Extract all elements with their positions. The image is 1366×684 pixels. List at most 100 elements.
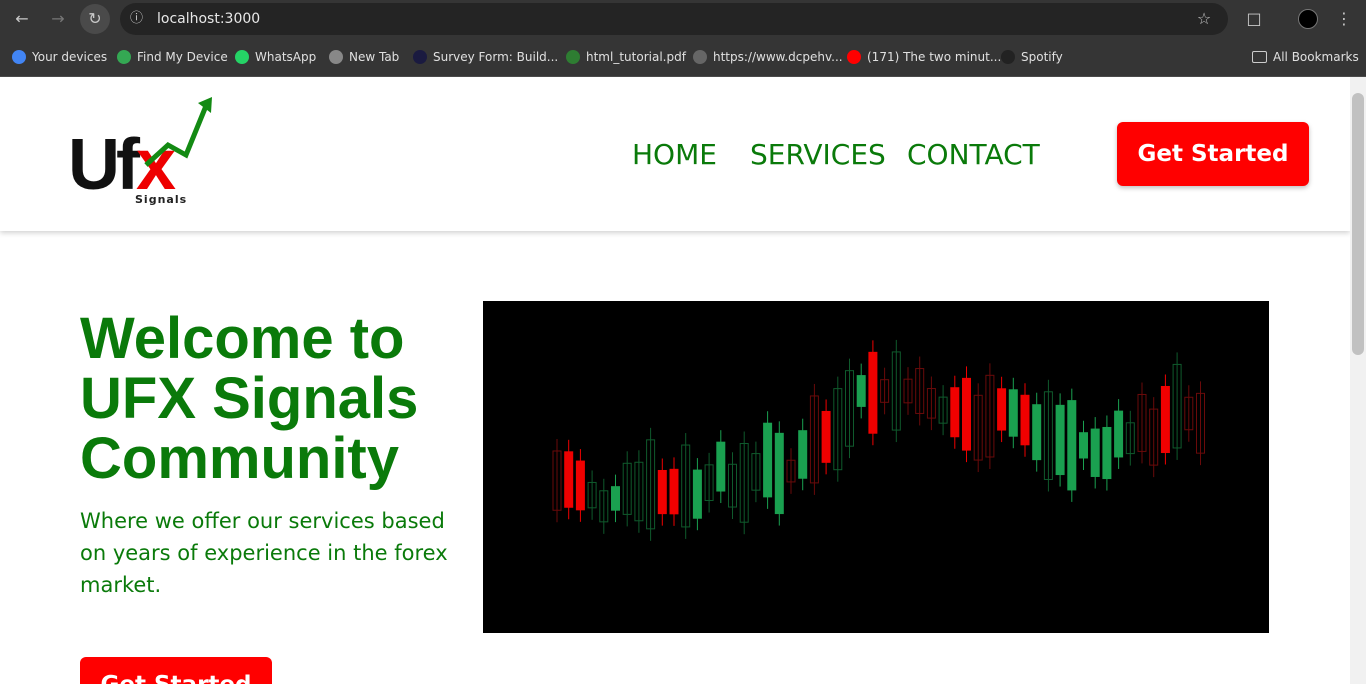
candle-body [1114,410,1124,458]
menu-button[interactable]: ⋮ [1336,9,1352,28]
candle-body [1125,422,1135,455]
candle-body [786,459,796,483]
candle-body [704,464,714,502]
candle-body [587,481,597,509]
candle-body [1032,404,1042,461]
bookmark[interactable]: New Tab [329,38,399,76]
bookmark-icon [413,50,427,64]
bookmark[interactable]: https://www.dcpehv... [693,38,843,76]
candle-body [1079,432,1088,459]
candle-body [880,379,890,403]
bookmarks-bar [0,38,1366,77]
candle-body [1020,394,1030,446]
all-bookmarks[interactable]: All Bookmarks [1252,38,1359,76]
bookmark[interactable]: Spotify [1001,38,1063,76]
url: localhost:3000 [157,11,261,27]
bookmark[interactable]: WhatsApp [235,38,316,76]
candle-body [833,388,843,471]
candle-body [1172,363,1182,449]
header-cta-button[interactable]: Get Started [1117,122,1309,186]
site-header: Ufx Signals HOME SERVICES CONTACT Get St… [0,77,1350,231]
candle-body [1137,393,1147,452]
candle-body [599,490,609,523]
logo-text: Ufx [68,125,176,205]
bookmark-label: Survey Form: Build... [433,50,559,64]
candle-body [1008,389,1018,437]
logo-arrow [144,100,211,167]
bookmark-icon [693,50,707,64]
candle-body [728,463,737,508]
bookmark-icon [847,50,861,64]
candle-body [938,396,948,424]
hero-cta-button[interactable]: Get Started [80,657,272,684]
bookmark-label: WhatsApp [255,50,317,64]
candle-body [763,422,773,498]
bookmark-icon [1001,50,1015,64]
candle-body [1055,404,1065,476]
candle-body [611,486,620,511]
candle-body [681,444,691,528]
candle-body [973,394,983,461]
candle-body [997,388,1007,431]
candle-body [622,462,632,515]
candle-body [1043,391,1053,480]
star-button[interactable]: ☆ [1196,9,1212,28]
logo-arrow-head [198,97,212,113]
candle-body [751,453,761,491]
nav-link[interactable]: HOME [632,138,717,171]
candle-body [926,388,936,419]
candle-body [552,450,562,511]
candle-body [716,441,726,492]
candle-body [692,469,702,519]
candle-body [809,395,819,484]
candle-body [739,443,749,523]
candle-body [1149,408,1159,466]
hero-subtitle: Where we offer our services based on yea… [80,509,448,597]
candle-body [1102,426,1112,480]
candle-body [1090,428,1100,477]
candle-body [1160,385,1170,454]
candle-body [798,430,808,479]
candle-body [868,351,878,434]
reload-button[interactable]: ↻ [80,4,110,34]
bookmark-label: Spotify [1021,50,1063,64]
logo[interactable]: Ufx Signals [66,95,216,207]
bookmark-icon [235,50,249,64]
extensions-button[interactable]: □ [1246,9,1262,28]
bookmark-icon [12,50,26,64]
bookmark-label: Your devices [32,50,108,64]
candle-body [962,377,971,451]
candle-body [564,451,574,508]
profile-button[interactable] [1298,9,1318,29]
bookmark[interactable]: Survey Form: Build... [413,38,558,76]
candle-body [845,370,854,447]
bookmark-icon [117,50,131,64]
candle-body [774,432,784,515]
candle-body [646,439,656,530]
bookmark-label: Find My Device [137,50,228,64]
candle-body [1067,400,1077,491]
nav-link[interactable]: CONTACT [907,138,1040,171]
candle-body [915,368,925,414]
toolbar: ← → ↻ ⓘ localhost:3000 ☆ □ ⋮ [0,0,1366,38]
nav-link[interactable]: SERVICES [750,138,886,171]
bookmark[interactable]: Your devices [12,38,107,76]
address-bar[interactable]: ⓘ localhost:3000 [120,3,1228,35]
bookmark-label: https://www.dcpehv... [713,50,843,64]
candle-body [856,375,866,407]
candle-body [821,410,831,463]
candle-body [891,351,901,431]
bookmark-label: New Tab [349,50,400,64]
bookmark-label: (171) The two minut... [867,50,1002,64]
bookmark[interactable]: Find My Device [117,38,228,76]
forward-button[interactable]: → [51,9,65,28]
scrollbar-thumb[interactable] [1352,93,1364,355]
back-button[interactable]: ← [15,9,29,28]
bookmark-icon [329,50,343,64]
bookmark[interactable]: (171) The two minut... [847,38,1001,76]
bookmark-icon [566,50,580,64]
candle-body [985,374,995,458]
bookmark[interactable]: html_tutorial.pdf [566,38,686,76]
candle-body [657,469,667,515]
